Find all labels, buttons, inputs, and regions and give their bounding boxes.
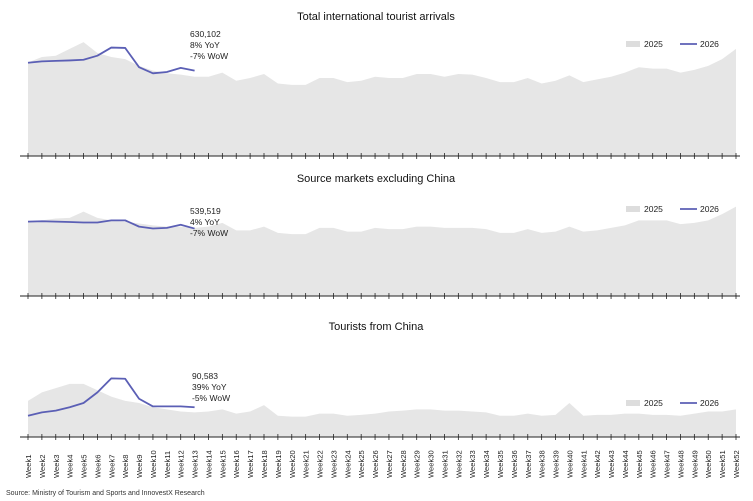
- x-tick-label: Week20: [288, 450, 297, 478]
- x-tick-label: Week3: [52, 455, 61, 479]
- legend-label-2025: 2025: [644, 398, 663, 408]
- x-tick-label: Week40: [565, 450, 574, 478]
- chart-title: Total international tourist arrivals: [297, 11, 455, 23]
- legend-label-2026: 2026: [700, 39, 719, 49]
- x-tick-label: Week22: [316, 450, 325, 478]
- x-tick-label: Week2: [38, 455, 47, 479]
- x-tick-label: Week23: [329, 450, 338, 478]
- line-series-2026: [27, 46, 195, 75]
- x-tick-label: Week43: [607, 450, 616, 478]
- x-tick-label: Week50: [704, 450, 713, 478]
- chart-panel-2: Source markets excluding China 539,5194% …: [20, 173, 740, 299]
- x-tick-label: Week47: [663, 450, 672, 478]
- x-tick-label: Week12: [177, 450, 186, 478]
- chart-title: Tourists from China: [329, 321, 425, 333]
- annotation-label: 539,519: [190, 206, 221, 216]
- x-tick-label: Week34: [482, 450, 491, 478]
- x-tick-label: Week24: [343, 450, 352, 478]
- x-tick-label: Week27: [385, 450, 394, 478]
- legend-swatch-2025: [626, 41, 640, 47]
- x-tick-label: Week25: [357, 450, 366, 478]
- x-tick-label: Week6: [93, 455, 102, 479]
- legend-label-2025: 2025: [644, 204, 663, 214]
- x-tick-label: Week51: [718, 450, 727, 478]
- x-tick-label: Week7: [107, 455, 116, 479]
- x-tick-label: Week10: [149, 450, 158, 478]
- x-tick-label: Week38: [538, 450, 547, 478]
- x-tick-label: Week37: [524, 450, 533, 478]
- x-tick-label: Week30: [427, 450, 436, 478]
- x-tick-label: Week11: [163, 451, 172, 478]
- x-tick-label: Week33: [468, 450, 477, 478]
- x-tick-label: Week5: [80, 455, 89, 479]
- x-tick-label: Week8: [121, 455, 130, 479]
- legend-label-2025: 2025: [644, 39, 663, 49]
- x-tick-label: Week44: [621, 450, 630, 478]
- x-tick-label: Week1: [24, 455, 33, 479]
- x-tick-label: Week36: [510, 450, 519, 478]
- area-series-2025: [28, 206, 736, 296]
- x-tick-label: Week19: [274, 450, 283, 478]
- annotation-label: 630,102: [190, 29, 221, 39]
- x-tick-label: Week21: [302, 450, 311, 478]
- legend-swatch-2025: [626, 400, 640, 406]
- x-tick-label: Week4: [66, 455, 75, 479]
- x-tick-label: Week28: [399, 450, 408, 478]
- annotation-label: 8% YoY: [190, 40, 220, 50]
- x-tick-label: Week15: [218, 450, 227, 478]
- x-tick-label: Week39: [552, 450, 561, 478]
- x-tick-label: Week17: [246, 450, 255, 478]
- x-tick-label: Week29: [413, 450, 422, 478]
- x-tick-label: Week26: [371, 450, 380, 478]
- x-tick-label: Week45: [635, 450, 644, 478]
- x-tick-label: Week35: [496, 450, 505, 478]
- x-tick-label: Week16: [232, 450, 241, 478]
- legend-label-2026: 2026: [700, 398, 719, 408]
- x-tick-label: Week9: [135, 455, 144, 479]
- x-tick-label: Week48: [676, 450, 685, 478]
- x-tick-label: Week46: [649, 450, 658, 478]
- line-series-2026: [27, 377, 195, 417]
- chart-title: Source markets excluding China: [297, 173, 456, 185]
- x-tick-label: Week42: [593, 450, 602, 478]
- area-series-2025: [28, 383, 736, 437]
- annotation-label: -7% WoW: [190, 228, 228, 238]
- x-tick-label: Week18: [260, 450, 269, 478]
- x-tick-label: Week49: [690, 450, 699, 478]
- legend-label-2026: 2026: [700, 204, 719, 214]
- annotation-label: 90,583: [192, 371, 218, 381]
- x-tick-label: Week31: [440, 450, 449, 478]
- x-tick-label: Week52: [732, 450, 741, 478]
- line-series-2026: [27, 219, 195, 230]
- legend-swatch-2025: [626, 206, 640, 212]
- annotation-label: 39% YoY: [192, 382, 227, 392]
- annotation-label: -5% WoW: [192, 393, 230, 403]
- source-note: Source: Ministry of Tourism and Sports a…: [6, 490, 205, 497]
- x-tick-label: Week41: [579, 450, 588, 478]
- x-tick-label: Week32: [454, 450, 463, 478]
- area-series-2025: [28, 42, 736, 156]
- x-tick-label: Week13: [191, 450, 200, 478]
- x-tick-label: Week14: [204, 450, 213, 478]
- chart-panel-1: Total international tourist arrivals 630,…: [20, 11, 740, 159]
- annotation-label: -7% WoW: [190, 51, 228, 61]
- annotation-label: 4% YoY: [190, 217, 220, 227]
